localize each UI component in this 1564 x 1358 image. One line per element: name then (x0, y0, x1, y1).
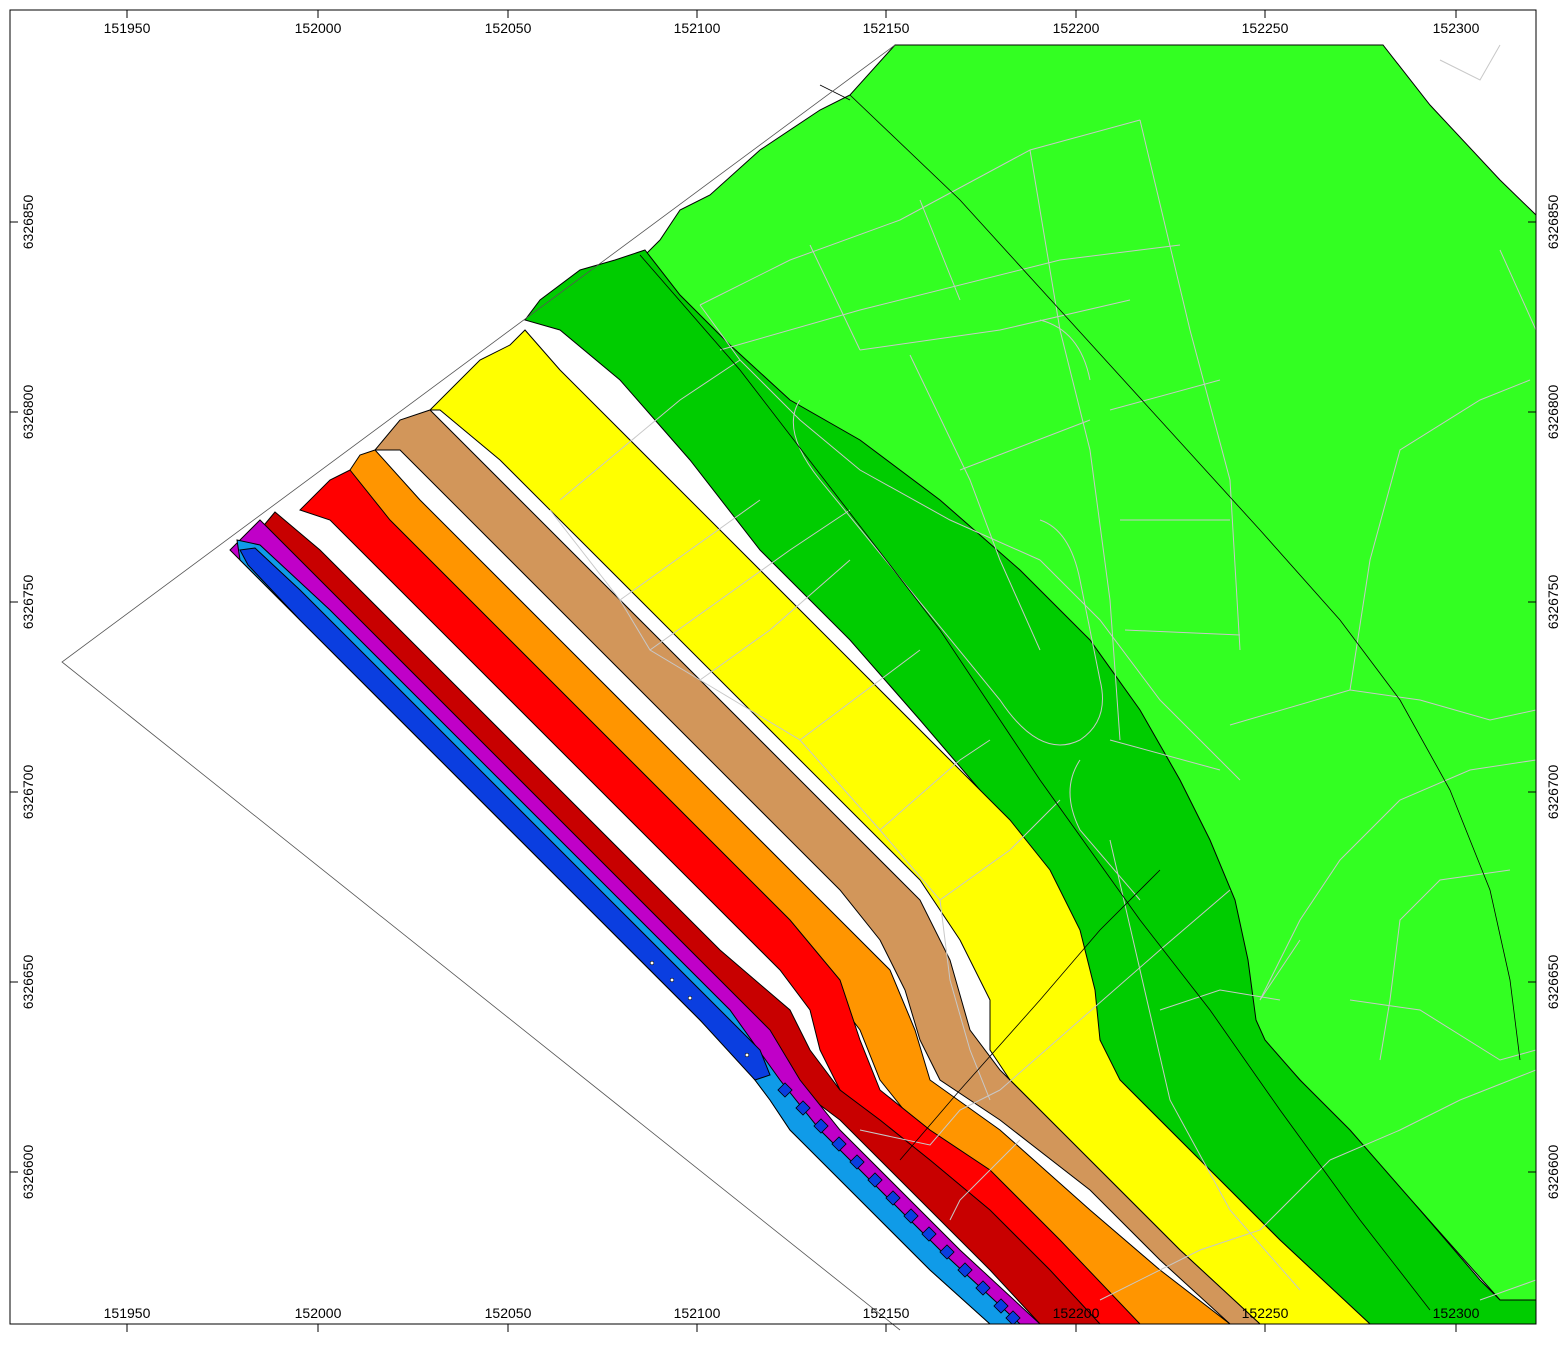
y-tick-label: 6326650 (1545, 955, 1561, 1010)
x-tick-label: 152100 (674, 20, 721, 36)
y-tick-label: 6326650 (20, 955, 36, 1010)
y-tick-label: 6326750 (20, 575, 36, 630)
zone-tan (373, 409, 1261, 1324)
calculation-area-outline (61, 44, 901, 1331)
point-markers (649, 960, 750, 1058)
zone-green-dark (524, 249, 1536, 1324)
y-tick-label: 6326600 (20, 1145, 36, 1200)
y-tick-label: 6326700 (20, 765, 36, 820)
x-tick-label: 152250 (1242, 1305, 1289, 1321)
x-tick-label: 151950 (104, 1305, 151, 1321)
x-tick-label: 152000 (295, 20, 342, 36)
y-tick-label: 6326850 (20, 195, 36, 250)
overlay-lines (549, 44, 1536, 1301)
x-tick-label: 152050 (485, 20, 532, 36)
y-tick-marks (10, 221, 1536, 1173)
x-tick-label: 152000 (295, 1305, 342, 1321)
y-tick-label: 6326850 (1545, 195, 1561, 250)
x-tick-label: 151950 (104, 20, 151, 36)
road-lines (639, 84, 1521, 1311)
x-tick-marks (126, 10, 1457, 1332)
x-tick-label: 152300 (1433, 20, 1480, 36)
y-tick-label: 6326700 (1545, 765, 1561, 820)
x-tick-label: 152050 (485, 1305, 532, 1321)
y-tick-label: 6326750 (1545, 575, 1561, 630)
x-tick-label: 152250 (1242, 20, 1289, 36)
x-axis-bottom-labels: 151950 152000 152050 152100 152150 15220… (104, 1305, 1480, 1321)
x-tick-label: 152150 (863, 20, 910, 36)
x-tick-label: 152300 (1433, 1305, 1480, 1321)
y-tick-label: 6326600 (1545, 1145, 1561, 1200)
y-tick-label: 6326800 (1545, 385, 1561, 440)
y-axis-left-labels: 6326850 6326800 6326750 6326700 6326650 … (20, 195, 36, 1200)
x-tick-label: 152200 (1053, 1305, 1100, 1321)
x-axis-top-labels: 151950 152000 152050 152100 152150 15220… (104, 20, 1480, 36)
source-markers (777, 1082, 1021, 1324)
x-tick-label: 152150 (863, 1305, 910, 1321)
map-frame (9, 9, 1537, 1325)
y-tick-label: 6326800 (20, 385, 36, 440)
x-tick-label: 152200 (1053, 20, 1100, 36)
y-axis-right-labels: 6326850 6326800 6326750 6326700 6326650 … (1545, 195, 1561, 1200)
x-tick-label: 152100 (674, 1305, 721, 1321)
zone-blue-dark (239, 547, 771, 1081)
